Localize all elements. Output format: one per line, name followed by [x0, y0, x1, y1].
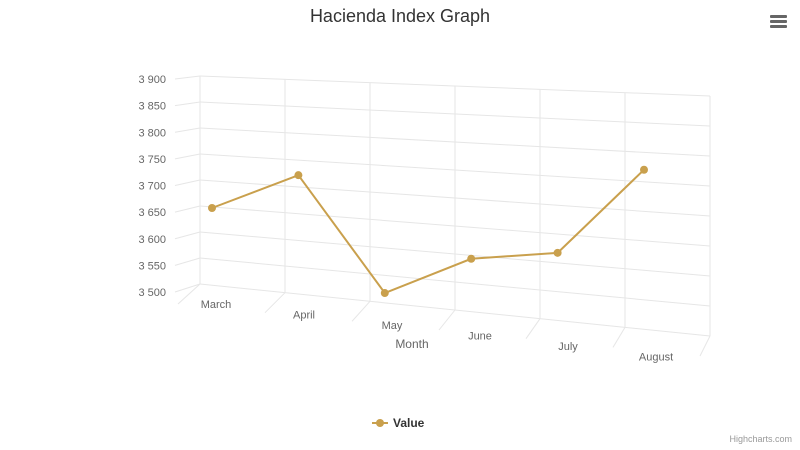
y-tick-label: 3 500	[138, 287, 166, 299]
data-point	[294, 171, 303, 180]
x-tick-label: April	[293, 310, 315, 322]
grid-line-left	[174, 127, 201, 133]
series-line	[211, 169, 645, 295]
x-tick-label: July	[558, 341, 578, 353]
grid-line-left	[174, 75, 201, 80]
grid-line-left	[174, 153, 201, 160]
legend-item-label: Value	[393, 416, 425, 430]
y-tick-label: 3 650	[138, 207, 166, 219]
x-tick-label: May	[382, 320, 403, 332]
series-group	[208, 165, 648, 298]
data-point	[380, 289, 389, 298]
grid-line-left	[174, 101, 201, 107]
x-tick-label: June	[468, 331, 492, 343]
y-tick-label: 3 550	[138, 260, 166, 272]
grid-line-left	[174, 257, 201, 266]
legend[interactable]: Value	[372, 416, 425, 430]
chart-title: Hacienda Index Graph	[309, 6, 491, 26]
data-point	[467, 254, 476, 263]
y-tick-label: 3 900	[138, 74, 166, 86]
grid-line-floor	[264, 292, 286, 314]
grid-line-floor	[612, 327, 626, 348]
x-axis: March April May June July August Month	[201, 299, 673, 364]
data-point	[208, 204, 216, 212]
hamburger-menu-icon[interactable]	[768, 13, 790, 31]
grid-line-floor	[438, 309, 456, 331]
grid-line-floor	[699, 335, 711, 357]
grid-lines	[174, 75, 711, 357]
y-axis: 3 500 3 550 3 600 3 650 3 700 3 750 3 800 3 850…	[138, 74, 166, 299]
credits-link[interactable]: Highcharts.com	[729, 434, 792, 444]
grid-line-left	[174, 179, 201, 186]
x-tick-label: August	[639, 352, 673, 364]
data-point	[640, 165, 648, 174]
x-tick-label: March	[201, 299, 232, 311]
y-tick-label: 3 600	[138, 234, 166, 246]
y-tick-label: 3 800	[138, 127, 166, 139]
grid-line-floor	[525, 318, 541, 339]
y-tick-label: 3 850	[138, 101, 166, 113]
grid-line-floor	[351, 300, 371, 322]
grid-line-floor	[177, 283, 201, 305]
y-tick-label: 3 700	[138, 181, 166, 193]
data-point	[553, 248, 562, 257]
grid-line-left	[174, 283, 201, 293]
grid-line-left	[174, 205, 201, 213]
x-axis-title: Month	[395, 337, 428, 351]
y-tick-label: 3 750	[138, 154, 166, 166]
grid-line-left	[174, 231, 201, 240]
legend-symbol-marker	[376, 419, 384, 427]
